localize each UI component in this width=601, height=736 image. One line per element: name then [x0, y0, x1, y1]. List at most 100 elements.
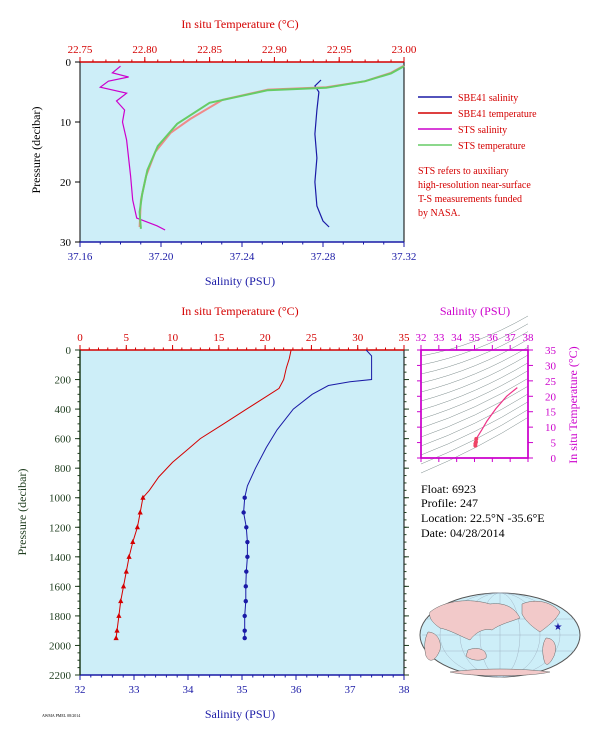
temperature-profile-line: [115, 349, 292, 639]
pressure-tick-label: 10: [60, 117, 72, 129]
series-line-sts-temperature: [138, 65, 405, 229]
ts-right-axis-label: In situ Temperature (°C): [566, 346, 580, 463]
density-contour: [420, 385, 529, 438]
ts-temp-tick-label: 25: [545, 376, 557, 388]
density-contour: [420, 362, 529, 411]
main-pressure-tick-label: 1600: [49, 581, 72, 593]
top-chart-legend: SBE41 salinity SBE41 temperature STS sal…: [418, 93, 537, 152]
salinity-point: [245, 554, 250, 560]
ts-temp-tick-label: 0: [551, 453, 557, 465]
main-pressure-tick-label: 1200: [49, 522, 72, 534]
salinity-point: [245, 539, 250, 545]
top-temp-tick-label: 22.85: [197, 44, 222, 56]
top-temp-tick-label: 23.00: [392, 44, 417, 56]
ts-point: [474, 436, 479, 441]
ts-temp-tick-label: 35: [545, 345, 557, 357]
main-chart-ylabel: Pressure (decibar): [15, 469, 29, 556]
landmass-eurasia: [429, 600, 521, 641]
ts-diagram: 32 33 34 35 36 37 38 0 5 10 15 20 25 30 35 Salinity (P…: [416, 304, 580, 474]
main-salinity-tick-label: 38: [399, 684, 411, 696]
salinity-point: [242, 495, 247, 500]
main-salinity-tick-label: 35: [237, 684, 249, 696]
main-chart-xlabel: Salinity (PSU): [205, 707, 275, 721]
footer-credit: AWMA PMEL 08/2014: [42, 713, 80, 718]
main-pressure-tick-label: 800: [55, 463, 72, 475]
temperature-point: [113, 635, 119, 641]
salinity-tick-label: 37.24: [230, 251, 255, 263]
main-pressure-tick-label: 200: [55, 375, 72, 387]
temperature-point: [118, 598, 124, 604]
location: Location: 22.5°N -35.6°E: [421, 511, 545, 525]
main-salinity-tick-label: 33: [129, 684, 141, 696]
top-plot-area: [79, 61, 405, 243]
temperature-point: [123, 568, 129, 574]
ts-temp-tick-label: 20: [545, 391, 557, 403]
temperature-point: [140, 494, 146, 500]
salinity-point: [242, 635, 247, 641]
main-pressure-tick-label: 2200: [49, 670, 72, 682]
ts-salinity-tick-label: 32: [416, 332, 427, 344]
main-pressure-tick-label: 1400: [49, 552, 72, 564]
main-pressure-tick-label: 1800: [49, 611, 72, 623]
note-line-2: high-resolution near-surface: [418, 180, 531, 191]
world-map: ★: [419, 592, 581, 678]
main-salinity-tick-label: 36: [291, 684, 303, 696]
salinity-point: [244, 569, 249, 574]
main-temp-tick-label: 20: [260, 332, 272, 344]
ts-temp-tick-label: 5: [551, 438, 557, 450]
main-pressure-tick-label: 2000: [49, 640, 72, 652]
ts-temp-tick-label: 10: [545, 422, 557, 434]
main-temp-tick-label: 30: [352, 332, 364, 344]
temperature-point: [126, 553, 132, 559]
salinity-point: [243, 584, 248, 589]
pressure-tick-label: 30: [60, 237, 72, 249]
temperature-point: [134, 524, 140, 530]
density-contour: [420, 331, 529, 375]
top-chart-xlabel: Salinity (PSU): [205, 274, 275, 288]
top-chart: 22.75 22.80 22.85 22.90 22.95 23.00 37.16 37.20…: [29, 17, 417, 288]
note-line-3: T-S measurements funded: [418, 194, 522, 205]
date: Date: 04/28/2014: [421, 526, 505, 540]
main-salinity-tick-label: 32: [75, 684, 86, 696]
density-contour: [420, 339, 529, 384]
ts-salinity-tick-label: 35: [469, 332, 481, 344]
main-temp-tick-label: 25: [306, 332, 318, 344]
ts-salinity-tick-label: 38: [523, 332, 535, 344]
note-line-4: by NASA.: [418, 208, 460, 219]
landmass-north-america: [521, 601, 561, 633]
ts-top-axis-label: Salinity (PSU): [440, 304, 510, 318]
ts-salinity-tick-label: 36: [487, 332, 499, 344]
main-temp-tick-label: 35: [399, 332, 411, 344]
salinity-tick-label: 37.16: [68, 251, 93, 263]
main-salinity-tick-label: 34: [183, 684, 195, 696]
landmass-australia: [465, 648, 487, 661]
salinity-point: [244, 525, 249, 530]
ts-salinity-tick-label: 34: [451, 332, 463, 344]
salinity-tick-label: 37.28: [311, 251, 336, 263]
density-contour: [420, 315, 529, 357]
legend-item-sts-temperature: STS temperature: [458, 141, 526, 152]
salinity-point: [241, 510, 246, 515]
profile-number: Profile: 247: [421, 496, 478, 510]
ts-salinity-tick-label: 37: [505, 332, 517, 344]
legend-item-sbe41-temperature: SBE41 temperature: [458, 109, 537, 120]
density-contour: [420, 346, 529, 393]
density-contour: [420, 378, 529, 429]
float-info: Float: 6923 Profile: 247 Location: 22.5°…: [421, 482, 545, 540]
series-line-sts-salinity: [98, 65, 166, 231]
main-pressure-tick-label: 600: [55, 434, 72, 446]
landmass-africa: [424, 631, 441, 661]
main-temp-tick-label: 0: [77, 332, 83, 344]
temperature-point: [130, 539, 136, 545]
top-chart-ylabel: Pressure (decibar): [29, 107, 43, 194]
main-pressure-tick-label: 400: [55, 404, 72, 416]
sts-note: STS refers to auxiliary high-resolution …: [418, 166, 531, 219]
main-chart-temp-axis-label: In situ Temperature (°C): [181, 304, 298, 318]
ts-salinity-tick-label: 33: [433, 332, 445, 344]
salinity-profile-line: [243, 349, 373, 639]
main-pressure-tick-label: 1000: [49, 493, 72, 505]
temperature-point: [137, 509, 143, 515]
main-temp-tick-label: 15: [213, 332, 225, 344]
ts-temp-tick-label: 15: [545, 407, 557, 419]
